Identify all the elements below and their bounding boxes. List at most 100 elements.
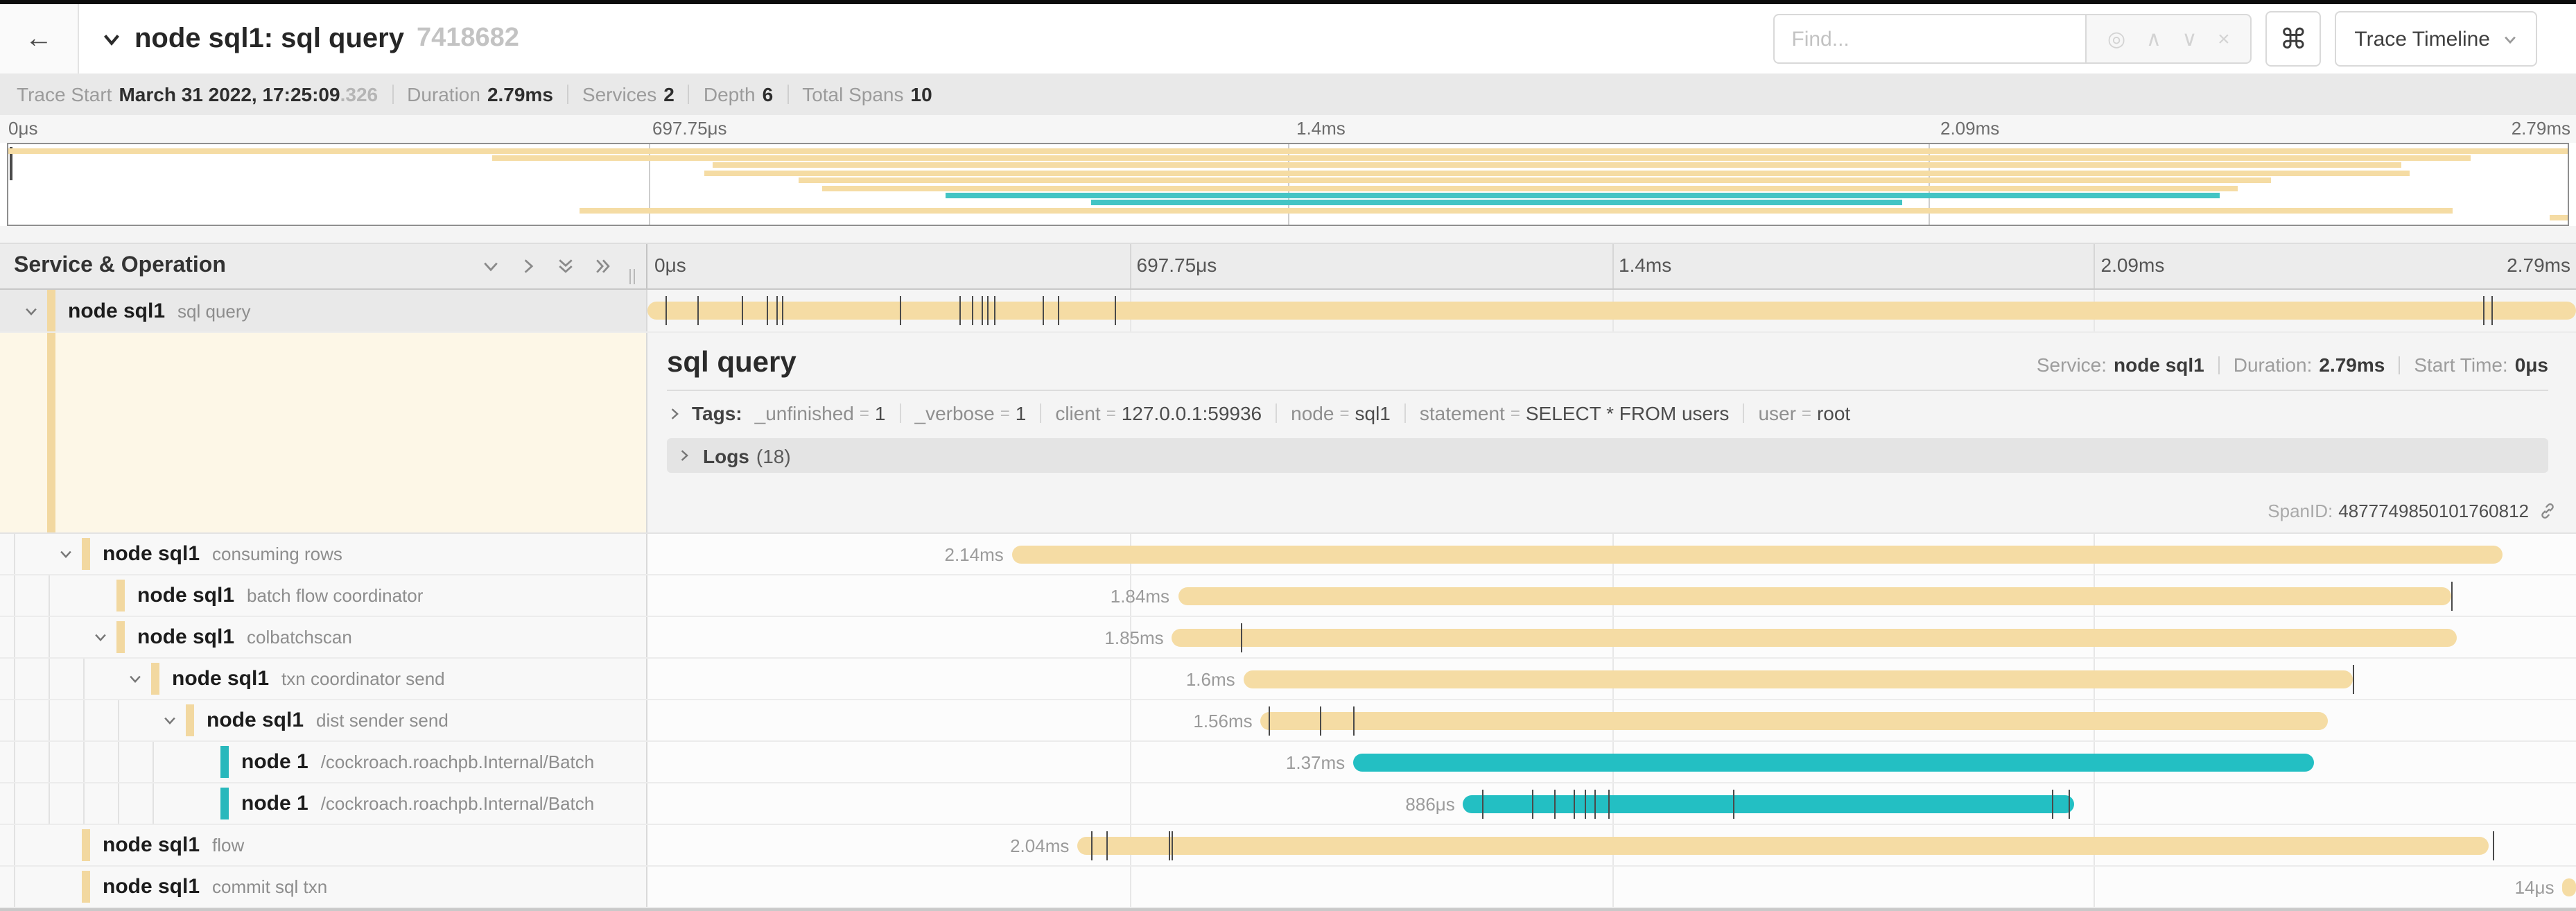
chevron-down-icon[interactable] (153, 700, 186, 740)
span-bar[interactable] (1172, 628, 2457, 646)
span-name-cell[interactable]: node sql1 dist sender send (0, 700, 647, 740)
span-name-cell[interactable]: node sql1 commit sql txn (0, 867, 647, 907)
find-result-controls: ◎ ∧ ∨ × (2085, 14, 2252, 64)
chevron-up-icon[interactable]: ∧ (2146, 28, 2161, 51)
span-name-cell[interactable]: node 1/cockroach.roachpb.Internal/Batch (0, 783, 647, 824)
indent-guide (49, 659, 83, 699)
keyboard-shortcuts-button[interactable]: ⌘ (2265, 11, 2322, 67)
collapse-trace-chevron-down-icon[interactable] (101, 28, 122, 49)
timeline-minimap[interactable] (7, 143, 2569, 226)
tag-value: 1 (874, 402, 886, 424)
span-bar-cell[interactable]: 886μs (647, 783, 2576, 824)
span-bar[interactable] (1077, 836, 2489, 854)
chevron-down-icon[interactable] (14, 290, 47, 331)
chevron-down-icon[interactable] (118, 659, 151, 699)
span-row[interactable]: node sql1 txn coordinator send 1.6ms (0, 659, 2576, 700)
find-input[interactable] (1773, 14, 2086, 64)
deep-link-icon[interactable] (2539, 502, 2557, 520)
chevron-down-icon[interactable] (83, 617, 116, 657)
span-name-cell[interactable]: node sql1 txn coordinator send (0, 659, 647, 699)
span-bar-cell[interactable]: 1.56ms (647, 700, 2576, 740)
span-bar[interactable] (1353, 753, 2314, 771)
log-marker-tick (1058, 296, 1060, 325)
ruler-tick-label: 0μs (8, 118, 38, 139)
span-name-cell[interactable]: node sql1 flow (0, 825, 647, 865)
span-bar[interactable] (1243, 670, 2353, 688)
span-bar-cell[interactable]: 1.84ms (647, 575, 2576, 616)
span-bar-cell[interactable]: 2.04ms (647, 825, 2576, 865)
tags-accordion[interactable]: Tags: _unfinished = 1 _verbose = 1 client = 127.… (667, 394, 2548, 433)
span-bar[interactable] (1260, 711, 2328, 729)
timeline-gridline (1129, 867, 1131, 907)
span-duration-label: 1.85ms (1104, 627, 1164, 648)
span-color-bar (82, 538, 90, 570)
locate-icon[interactable]: ◎ (2107, 28, 2126, 51)
trace-title-wrap[interactable]: node sql1: sql query 7418682 (79, 23, 519, 55)
trace-timeline-view-selector[interactable]: Trace Timeline (2335, 11, 2537, 67)
span-bar[interactable] (647, 302, 2576, 320)
service-name: node sql1 (172, 667, 270, 691)
span-color-bar (82, 871, 90, 903)
span-bar-cell[interactable]: 14μs (647, 867, 2576, 907)
tag-value: root (1816, 402, 1851, 424)
span-name-cell[interactable]: node 1/cockroach.roachpb.Internal/Batch (0, 742, 647, 782)
span-row[interactable]: node sql1 commit sql txn 14μs (0, 867, 2576, 908)
tag-value: 1 (1015, 402, 1027, 424)
span-row[interactable]: node sql1 dist sender send 1.56ms (0, 700, 2576, 742)
collapse-one-chevron-down-icon[interactable] (481, 257, 501, 276)
minimap-span-strip (945, 192, 2220, 198)
column-resizer-grip[interactable] (629, 269, 635, 288)
tag-value: sql1 (1355, 402, 1391, 424)
span-duration-label: 2.04ms (1010, 835, 1070, 856)
indent-guide (49, 783, 83, 824)
divider (688, 85, 690, 104)
logs-accordion[interactable]: Logs (18) (667, 438, 2548, 473)
expand-one-chevron-right-icon[interactable] (519, 257, 538, 276)
back-button[interactable]: ← (0, 4, 79, 73)
root-span-row-slot: node sql1 sql query (0, 290, 2576, 333)
service-name: node 1 (241, 750, 308, 774)
command-icon: ⌘ (2279, 24, 2308, 55)
span-bar-cell[interactable]: 2.14ms (647, 534, 2576, 574)
trace-info-item: Depth 6 (704, 83, 773, 105)
span-name-cell[interactable]: node sql1 batch flow coordinator (0, 575, 647, 616)
log-marker-tick (2483, 296, 2485, 325)
span-bar-cell[interactable]: 1.37ms (647, 742, 2576, 782)
span-row[interactable]: node sql1 colbatchscan 1.85ms (0, 617, 2576, 659)
span-name-cell[interactable]: node sql1 colbatchscan (0, 617, 647, 657)
close-icon[interactable]: × (2218, 27, 2230, 51)
indent-guide (49, 700, 83, 740)
detail-meta-label: Duration: (2233, 354, 2313, 376)
span-name-cell[interactable]: node sql1 consuming rows (0, 534, 647, 574)
span-bar[interactable] (2562, 878, 2576, 896)
span-row[interactable]: node sql1 consuming rows 2.14ms (0, 534, 2576, 575)
span-detail-title: sql query (667, 347, 797, 379)
minimap-ruler: 0μs 697.75μs 1.4ms 2.09ms 2.79ms (0, 115, 2576, 143)
minimap-span-strip (822, 185, 2238, 191)
span-color-bar (220, 788, 229, 819)
span-row[interactable]: node sql1 flow 2.04ms (0, 825, 2576, 867)
expand-all-double-chevron-right-icon[interactable] (593, 257, 613, 276)
span-bar-cell[interactable]: 1.6ms (647, 659, 2576, 699)
ruler-gridline (1612, 244, 1613, 288)
log-marker-tick (900, 296, 902, 325)
span-bar-cell[interactable]: 1.85ms (647, 617, 2576, 657)
collapse-all-double-chevron-down-icon[interactable] (556, 257, 575, 276)
chevron-down-icon[interactable]: ∨ (2182, 28, 2198, 51)
span-row[interactable]: node sql1 sql query (0, 290, 2576, 333)
span-row[interactable]: node 1/cockroach.roachpb.Internal/Batch 1… (0, 742, 2576, 783)
span-bar[interactable] (1011, 545, 2503, 563)
indent-guide (49, 742, 83, 782)
span-name-cell[interactable]: node sql1 sql query (0, 290, 647, 331)
span-row[interactable]: node 1/cockroach.roachpb.Internal/Batch 8… (0, 783, 2576, 825)
span-bar[interactable] (1178, 587, 2451, 605)
indent-guide (118, 700, 153, 740)
span-row[interactable]: node sql1 batch flow coordinator 1.84ms (0, 575, 2576, 617)
minimap-drag-handle[interactable] (10, 147, 12, 180)
span-color-bar (116, 580, 125, 611)
chevron-right-icon (671, 408, 679, 419)
span-bar[interactable] (1463, 795, 2075, 813)
indent-guide (118, 783, 153, 824)
span-bar-cell[interactable] (647, 290, 2576, 331)
chevron-down-icon[interactable] (49, 534, 82, 574)
